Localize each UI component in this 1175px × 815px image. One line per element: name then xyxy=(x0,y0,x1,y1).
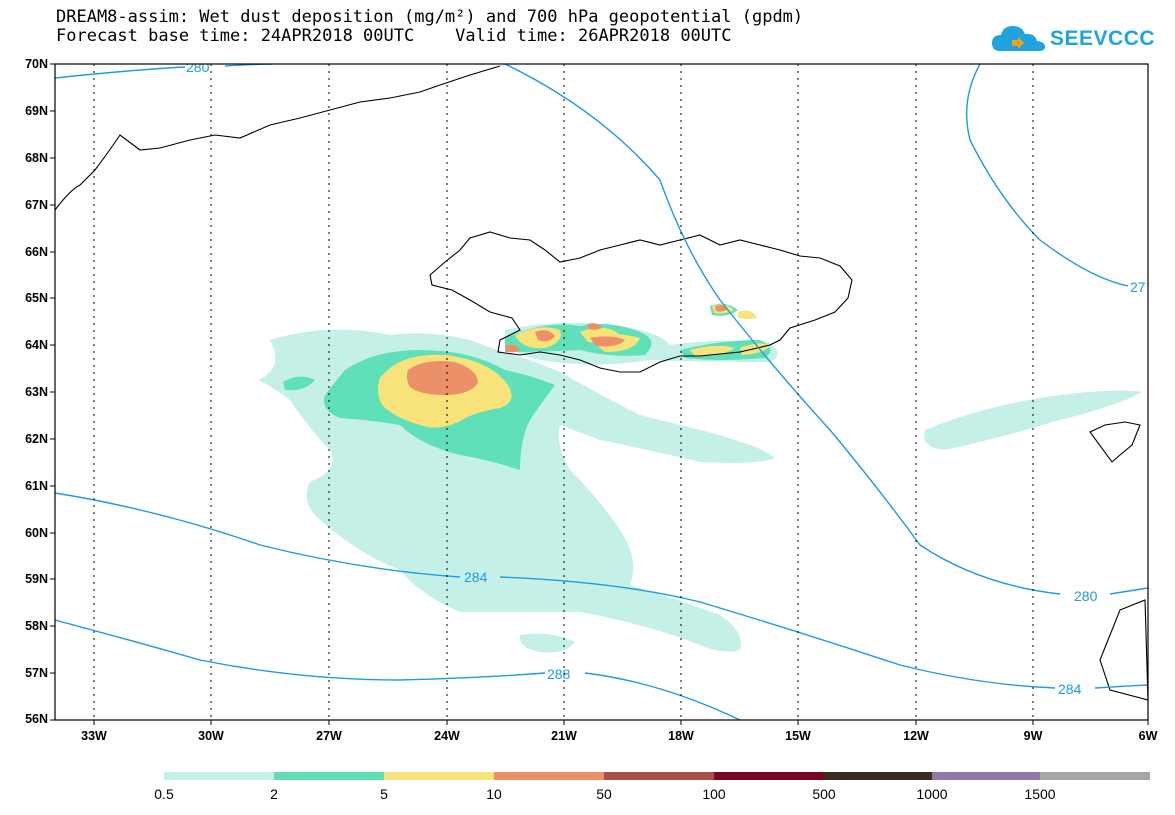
lon-label: 24W xyxy=(434,729,460,743)
lon-label: 12W xyxy=(903,729,929,743)
map-content: 280 284 288 280 284 27 xyxy=(55,59,1148,720)
colorbar-cell xyxy=(1040,772,1150,780)
lat-label: 61N xyxy=(25,479,48,493)
deposition-10-region xyxy=(406,305,728,395)
colorbar-cell xyxy=(164,772,274,780)
contour-label: 284 xyxy=(1058,681,1082,697)
lon-label: 15W xyxy=(785,729,811,743)
lat-label: 59N xyxy=(25,572,48,586)
map-title-line1: DREAM8-assim: Wet dust deposition (mg/m²… xyxy=(56,7,804,27)
contour-label: 284 xyxy=(464,569,488,585)
colorbar-cell xyxy=(604,772,714,780)
colorbar-label: 100 xyxy=(702,786,726,802)
lon-label: 30W xyxy=(198,729,224,743)
lat-label: 56N xyxy=(25,712,48,726)
lat-label: 68N xyxy=(25,151,48,165)
colorbar-label: 0.5 xyxy=(154,786,174,802)
coastline xyxy=(55,65,1148,701)
lat-label: 66N xyxy=(25,245,48,259)
geopotential-contours xyxy=(55,64,1148,720)
lon-label: 9W xyxy=(1023,729,1043,743)
colorbar-cell xyxy=(714,772,824,780)
lat-label: 65N xyxy=(25,291,48,305)
lat-label: 64N xyxy=(25,338,48,352)
logo-text: SEEVCCC xyxy=(1050,27,1156,50)
lat-label: 62N xyxy=(25,432,48,446)
colorbar-cell xyxy=(384,772,494,780)
lon-label: 27W xyxy=(316,729,342,743)
map-title-line2: Forecast base time: 24APR2018 00UTC Vali… xyxy=(56,26,732,46)
lon-label: 33W xyxy=(81,729,107,743)
lon-label: 6W xyxy=(1138,729,1158,743)
colorbar-cell xyxy=(494,772,604,780)
colorbar-cell xyxy=(824,772,932,780)
lon-label: 18W xyxy=(668,729,694,743)
lat-label: 57N xyxy=(25,666,48,680)
colorbar-label: 50 xyxy=(596,786,612,802)
colorbar-label: 1500 xyxy=(1024,786,1056,802)
lat-label: 60N xyxy=(25,526,48,540)
graticule xyxy=(93,64,1034,720)
axis-ticks xyxy=(50,63,1149,725)
colorbar-cell xyxy=(274,772,384,780)
lat-label: 69N xyxy=(25,104,48,118)
lat-label: 70N xyxy=(25,57,48,71)
cloud-logo-icon xyxy=(992,26,1046,51)
colorbar-label: 5 xyxy=(380,786,388,802)
contour-label: 280 xyxy=(1074,588,1098,604)
colorbar-label: 10 xyxy=(486,786,502,802)
map-frame xyxy=(54,63,1149,721)
colorbar-label: 2 xyxy=(270,786,278,802)
colorbar-label: 1000 xyxy=(916,786,948,802)
lon-label: 21W xyxy=(551,729,577,743)
lat-label: 63N xyxy=(25,385,48,399)
colorbar-cell xyxy=(932,772,1040,780)
colorbar-label: 500 xyxy=(812,786,836,802)
contour-labels: 280 284 288 280 284 27 xyxy=(186,59,1146,697)
lat-label: 58N xyxy=(25,619,48,633)
lat-label: 67N xyxy=(25,198,48,212)
seevccc-logo: SEEVCCC xyxy=(990,18,1155,58)
contour-label: 27 xyxy=(1130,279,1146,295)
contour-label: 280 xyxy=(186,59,210,75)
contour-label: 288 xyxy=(547,666,571,682)
